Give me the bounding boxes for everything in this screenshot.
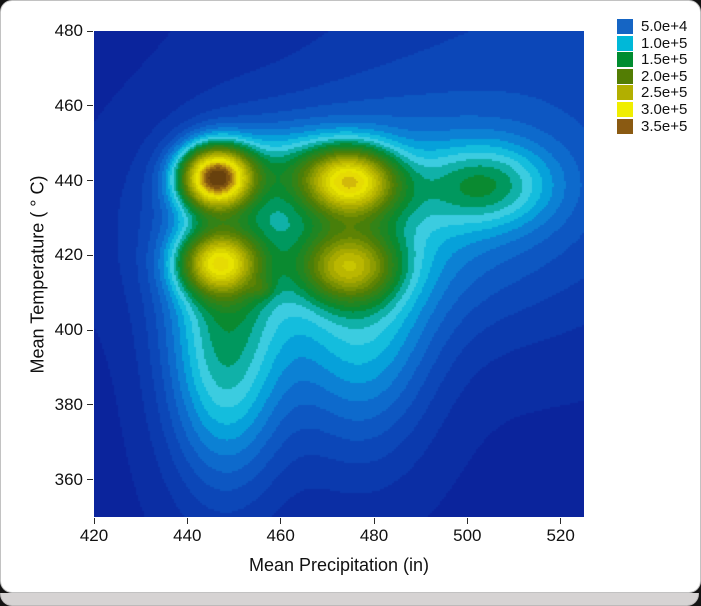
x-tick-mark	[466, 518, 468, 524]
legend-swatch	[617, 19, 633, 34]
legend-label: 2.5e+5	[641, 84, 688, 102]
legend-label: 2.0e+5	[641, 67, 688, 85]
y-tick-mark	[87, 30, 93, 32]
y-tick-mark	[87, 479, 93, 481]
x-tick-mark	[93, 518, 95, 524]
x-tick-label: 440	[173, 526, 202, 545]
contour-plot[interactable]	[94, 31, 584, 517]
plot-panel: Mean Precipitation (in) Mean Temperature…	[0, 0, 701, 593]
legend-swatch	[617, 85, 633, 101]
legend-swatch	[617, 118, 633, 134]
legend-label: 1.5e+5	[641, 51, 688, 69]
y-tick-mark	[87, 404, 93, 406]
y-tick-label: 480	[54, 21, 83, 40]
y-tick-mark	[87, 329, 93, 331]
legend-label: 3.5e+5	[641, 117, 688, 135]
x-tick-label: 460	[266, 526, 295, 545]
x-tick-mark	[373, 518, 375, 524]
y-tick-label: 380	[54, 394, 83, 414]
y-tick-label: 400	[54, 320, 83, 340]
x-tick-label: 520	[546, 526, 575, 545]
legend-label: 1.0e+5	[641, 34, 688, 52]
legend-swatch	[617, 52, 633, 68]
y-tick-mark	[87, 254, 93, 256]
contour-canvas[interactable]	[94, 31, 584, 517]
legend-label: 3.0e+5	[641, 101, 688, 118]
x-tick-mark	[186, 518, 188, 524]
y-tick-mark	[87, 105, 93, 107]
legend-swatch	[617, 102, 633, 117]
x-tick-label: 500	[453, 526, 482, 545]
legend-swatch	[617, 35, 633, 51]
legend-swatch	[617, 68, 633, 84]
x-tick-label: 480	[359, 526, 389, 545]
y-tick-mark	[87, 180, 93, 182]
window-bottom-strip	[0, 593, 699, 606]
x-axis-title: Mean Precipitation (in)	[248, 555, 430, 575]
y-tick-label: 420	[54, 245, 83, 265]
y-tick-label: 360	[54, 469, 83, 489]
y-tick-label: 440	[54, 170, 83, 190]
x-tick-mark	[280, 518, 282, 524]
y-tick-label: 460	[54, 95, 83, 115]
x-tick-mark	[560, 518, 562, 524]
legend[interactable]: 5.0e+4 1.0e+5 1.5e+5 2.0e+5 2.5e+5 3.0e+5 3.5e…	[617, 19, 699, 139]
legend-label: 5.0e+4	[641, 18, 688, 35]
x-tick-label: 420	[79, 526, 109, 545]
